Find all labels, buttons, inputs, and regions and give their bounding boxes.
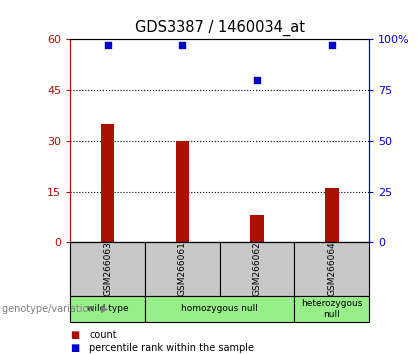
Text: count: count — [89, 330, 117, 339]
Point — [328, 42, 335, 48]
Text: GSM266061: GSM266061 — [178, 241, 187, 297]
Point — [104, 42, 111, 48]
Bar — [70, 296, 145, 322]
Bar — [294, 242, 369, 296]
Text: genotype/variation  ▶: genotype/variation ▶ — [2, 304, 108, 314]
Text: ■: ■ — [70, 343, 79, 353]
Bar — [145, 296, 294, 322]
Bar — [145, 242, 220, 296]
Text: wild type: wild type — [87, 304, 129, 313]
Bar — [176, 141, 189, 242]
Title: GDS3387 / 1460034_at: GDS3387 / 1460034_at — [135, 20, 304, 36]
Bar — [101, 124, 114, 242]
Point — [179, 42, 186, 48]
Bar — [250, 215, 264, 242]
Bar — [220, 242, 294, 296]
Text: ■: ■ — [70, 330, 79, 339]
Text: GSM266063: GSM266063 — [103, 241, 112, 297]
Text: GSM266064: GSM266064 — [327, 242, 336, 296]
Point — [254, 77, 260, 82]
Text: percentile rank within the sample: percentile rank within the sample — [89, 343, 254, 353]
Bar — [294, 296, 369, 322]
Text: GSM266062: GSM266062 — [252, 242, 262, 296]
Bar — [325, 188, 339, 242]
Bar — [70, 242, 145, 296]
Text: homozygous null: homozygous null — [181, 304, 258, 313]
Text: heterozygous
null: heterozygous null — [301, 299, 362, 319]
